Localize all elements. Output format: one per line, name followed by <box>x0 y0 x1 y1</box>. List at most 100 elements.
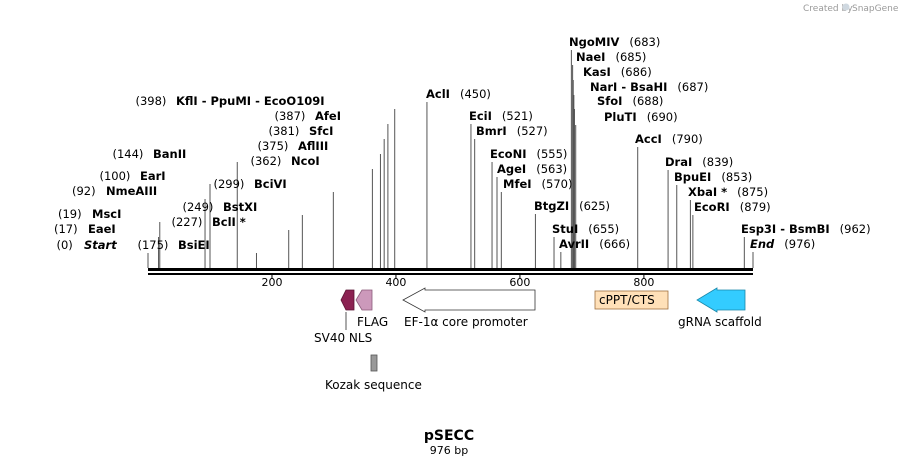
site-label-end[interactable]: End (976) <box>750 237 815 251</box>
sequence-backbone <box>148 268 753 275</box>
site-label-econi[interactable]: EcoNI (555) <box>490 147 567 161</box>
site-label-nari-bsahi[interactable]: NarI - BsaHI (687) <box>590 80 708 94</box>
site-name: AvrII <box>559 237 589 251</box>
site-label-xbai[interactable]: XbaI * (875) <box>688 185 768 199</box>
site-label-bstxi[interactable]: (249) BstXI <box>183 200 258 214</box>
site-label-esp3i-bsmbi[interactable]: Esp3I - BsmBI (962) <box>741 222 871 236</box>
site-name: XbaI * <box>688 185 727 199</box>
site-name: NmeAIII <box>106 184 157 198</box>
site-position: (875) <box>737 185 768 199</box>
site-position: (175) <box>138 238 169 252</box>
site-position: (685) <box>615 50 646 64</box>
site-position: (19) <box>58 207 82 221</box>
site-position: (17) <box>54 222 78 236</box>
site-position: (563) <box>536 162 567 176</box>
site-label-pluti[interactable]: PluTI (690) <box>604 110 678 124</box>
site-name: MscI <box>92 207 121 221</box>
site-position: (683) <box>629 35 660 49</box>
site-labels: (0) Start (17) EaeI (19) MscI (92) NmeAIII(100)… <box>54 35 871 252</box>
site-position: (249) <box>183 200 214 214</box>
credit-text: Created by <box>803 4 853 14</box>
site-label-kfli-ppumi-ecoo109i[interactable]: (398) KflI - PpuMI - EcoO109I <box>136 94 325 108</box>
site-label-avrii[interactable]: AvrII (666) <box>559 237 630 251</box>
site-position: (144) <box>113 147 144 161</box>
site-label-ecii[interactable]: EciI (521) <box>469 109 533 123</box>
site-label-start[interactable]: (0) Start <box>57 238 118 252</box>
site-name: KflI - PpuMI - EcoO109I <box>176 94 324 108</box>
site-name: BtgZI <box>534 199 569 213</box>
feature-kozak-sequence[interactable] <box>370 354 378 372</box>
site-position: (450) <box>460 87 491 101</box>
feature-label-ef1a-core-promoter: EF-1α core promoter <box>404 315 528 329</box>
site-label-mfei[interactable]: MfeI (570) <box>503 177 572 191</box>
site-label-msci[interactable]: (19) MscI <box>58 207 121 221</box>
site-name: BclI * <box>212 215 246 229</box>
site-position: (655) <box>588 222 619 236</box>
site-name: BciVI <box>254 177 287 191</box>
site-label-drai[interactable]: DraI (839) <box>665 155 733 169</box>
backbone-bottom-strand <box>148 273 753 275</box>
site-position: (686) <box>621 65 652 79</box>
site-label-eaei[interactable]: (17) EaeI <box>54 222 116 236</box>
feature-cppt-cts[interactable] <box>594 290 669 310</box>
site-label-btgzi[interactable]: BtgZI (625) <box>534 199 610 213</box>
site-position: (299) <box>214 177 245 191</box>
site-label-afei[interactable]: (387) AfeI <box>275 109 341 123</box>
site-position: (839) <box>702 155 733 169</box>
site-label-sfci[interactable]: (381) SfcI <box>269 124 334 138</box>
site-label-sfoi[interactable]: SfoI (688) <box>597 94 663 108</box>
site-position: (375) <box>258 139 289 153</box>
site-label-eari[interactable]: (100) EarI <box>100 169 166 183</box>
site-label-kasi[interactable]: KasI (686) <box>583 65 652 79</box>
credit-brand: SnapGene <box>852 4 899 14</box>
feature-label-grna-scaffold: gRNA scaffold <box>678 315 762 329</box>
site-position: (0) <box>57 238 73 252</box>
site-label-acci[interactable]: AccI (790) <box>635 132 703 146</box>
feature-ef1a-core-promoter[interactable] <box>402 287 536 313</box>
site-position: (92) <box>72 184 96 198</box>
site-position: (879) <box>740 200 771 214</box>
site-name: DraI <box>665 155 692 169</box>
site-leader-lines <box>147 50 754 268</box>
site-label-nmeaiii[interactable]: (92) NmeAIII <box>72 184 157 198</box>
site-position: (790) <box>672 132 703 146</box>
site-label-banii[interactable]: (144) BanII <box>113 147 187 161</box>
site-label-acli[interactable]: AclI (450) <box>426 87 491 101</box>
site-name: EcoNI <box>490 147 526 161</box>
site-label-naei[interactable]: NaeI (685) <box>576 50 646 64</box>
site-label-ecori[interactable]: EcoRI (879) <box>694 200 771 214</box>
site-position: (387) <box>275 109 306 123</box>
snapgene-logo-icon <box>842 3 850 11</box>
site-label-ngomiv[interactable]: NgoMIV (683) <box>569 35 660 49</box>
site-position: (687) <box>677 80 708 94</box>
site-label-bcli[interactable]: (227) BclI * <box>172 215 246 229</box>
site-label-afliii[interactable]: (375) AflIII <box>258 139 329 153</box>
site-name: EarI <box>140 169 166 183</box>
site-position: (690) <box>647 110 678 124</box>
site-label-bmri[interactable]: BmrI (527) <box>476 124 548 138</box>
site-position: (666) <box>599 237 630 251</box>
site-label-stui[interactable]: StuI (655) <box>552 222 619 236</box>
feature-label-kozak-sequence: Kozak sequence <box>325 378 422 392</box>
site-name: SfcI <box>309 124 333 138</box>
feature-label-sv40-nls: SV40 NLS <box>314 331 372 345</box>
site-position: (570) <box>542 177 573 191</box>
backbone-top-strand <box>148 268 753 271</box>
feature-sv40-nls[interactable] <box>340 289 355 311</box>
site-label-bsiei[interactable]: (175) BsiEI <box>138 238 210 252</box>
site-label-agei[interactable]: AgeI (563) <box>497 162 567 176</box>
site-position: (976) <box>784 237 815 251</box>
site-position: (688) <box>632 94 663 108</box>
snapgene-credit: Created by SnapGene <box>803 3 899 14</box>
site-label-bcivi[interactable]: (299) BciVI <box>214 177 287 191</box>
site-name: Esp3I - BsmBI <box>741 222 830 236</box>
site-label-ncoi[interactable]: (362) NcoI <box>251 154 320 168</box>
site-position: (962) <box>840 222 871 236</box>
feature-grna-scaffold[interactable] <box>696 287 746 313</box>
feature-flag[interactable] <box>355 289 373 311</box>
site-name: MfeI <box>503 177 532 191</box>
site-position: (527) <box>517 124 548 138</box>
site-label-bpuei[interactable]: BpuEI (853) <box>674 170 752 184</box>
site-name: NaeI <box>576 50 605 64</box>
map-title: pSECC <box>424 428 474 444</box>
